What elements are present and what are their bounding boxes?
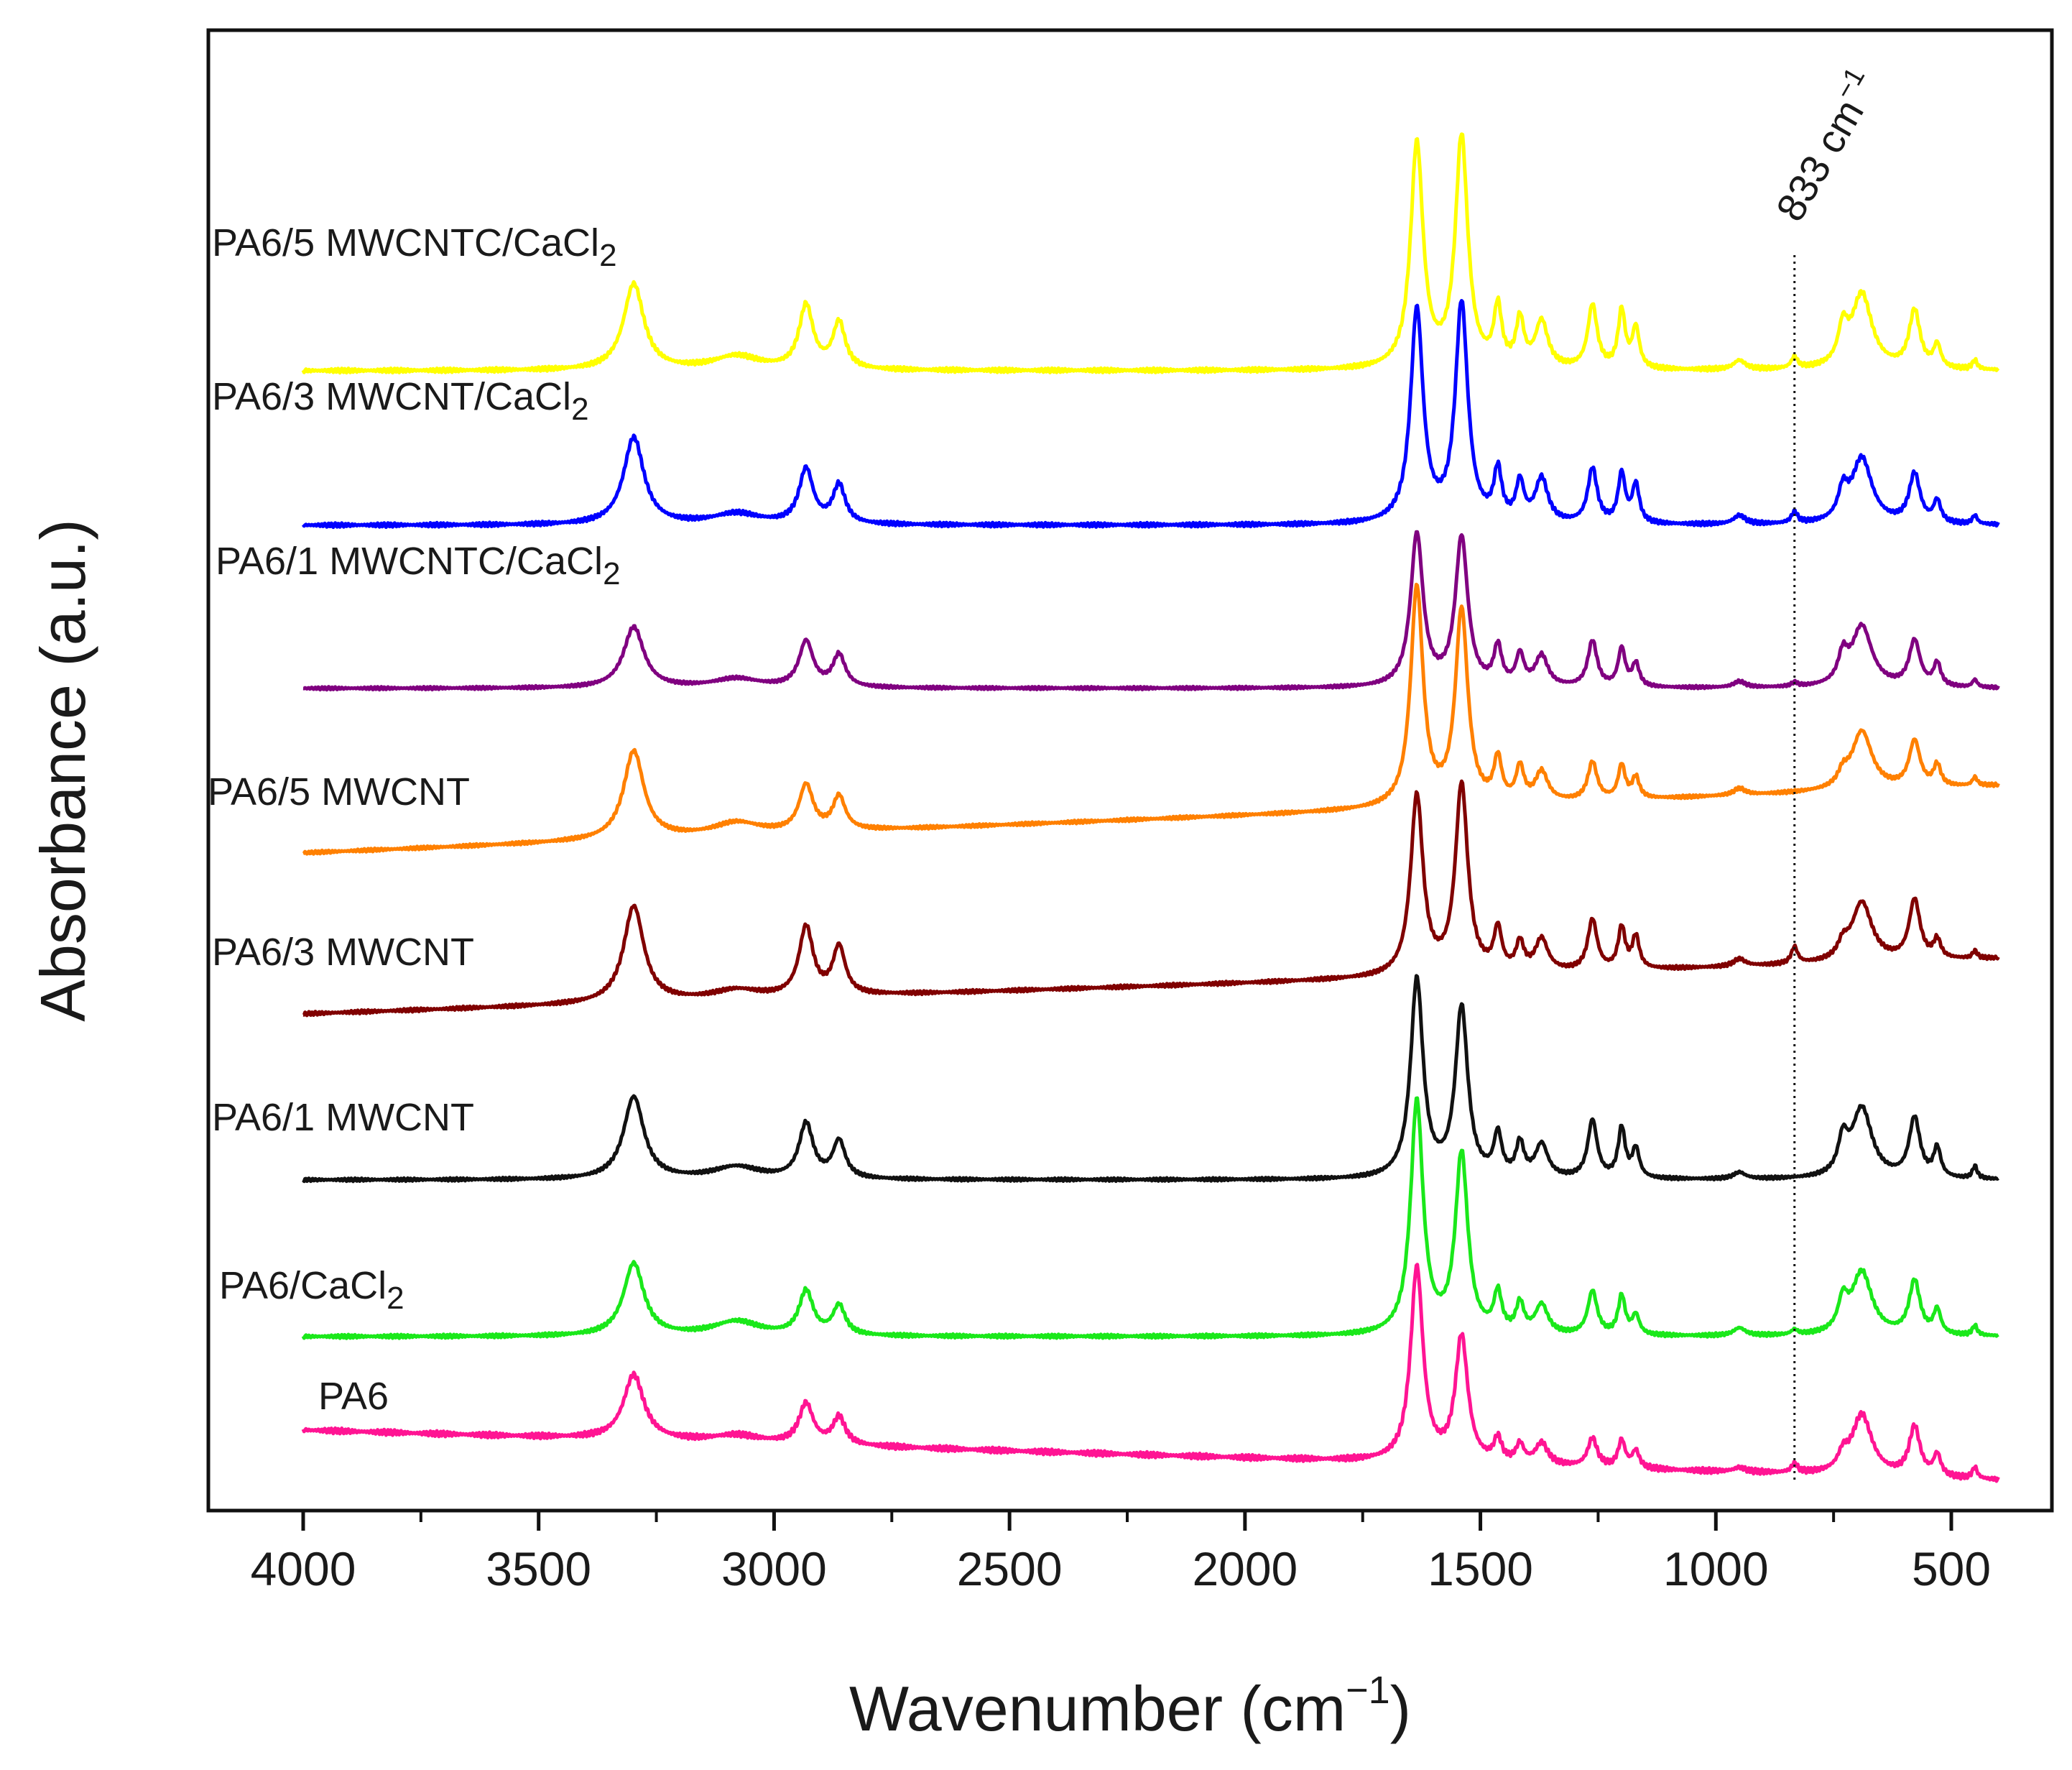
series-line-2	[302, 974, 1999, 1184]
series-label-6: PA6/3 MWCNT/CaCl2	[212, 375, 589, 427]
series-line-1	[301, 1096, 1999, 1340]
x-tick-label-500: 500	[1912, 1542, 1991, 1595]
series-label-3: PA6/3 MWCNT	[212, 931, 474, 974]
series-label-1-subscript: 2	[387, 1281, 404, 1316]
series-label-5-main: PA6/1 MWCNTC/CaCl	[216, 540, 603, 583]
series-line-5	[302, 530, 2000, 692]
series-label-3-main: PA6/3 MWCNT	[212, 931, 474, 974]
annotation-833-label-main: 833 cm	[1767, 91, 1872, 229]
x-tick-label-3000: 3000	[721, 1542, 827, 1595]
series-label-4: PA6/5 MWCNT	[208, 770, 470, 813]
series-label-5-subscript: 2	[603, 556, 620, 591]
y-axis-title: Absorbance (a.u.)	[27, 519, 98, 1022]
x-tick-label-1000: 1000	[1663, 1542, 1769, 1595]
series-line-3	[302, 779, 2000, 1018]
x-axis-title-paren-open: (	[1223, 1673, 1262, 1744]
series-label-2-main: PA6/1 MWCNT	[212, 1096, 474, 1139]
annotation-833-label: 833 cm−1	[1763, 63, 1887, 229]
series-label-1: PA6/CaCl2	[219, 1264, 404, 1316]
series-line-4	[302, 582, 2000, 856]
series-line-7	[301, 132, 2000, 375]
series-label-2: PA6/1 MWCNT	[212, 1096, 474, 1139]
x-tick-label-4000: 4000	[251, 1542, 356, 1595]
series-label-6-main: PA6/3 MWCNT/CaCl	[212, 375, 571, 418]
series-label-7-main: PA6/5 MWCNTC/CaCl	[212, 221, 599, 264]
x-tick-label-2000: 2000	[1192, 1542, 1298, 1595]
plot-frame	[206, 28, 2054, 1513]
series-label-1-main: PA6/CaCl	[219, 1264, 387, 1307]
series-label-7-subscript: 2	[599, 238, 616, 273]
series-label-4-main: PA6/5 MWCNT	[208, 770, 470, 813]
x-axis-title-exponent: −1	[1346, 1669, 1390, 1712]
series-label-6-subscript: 2	[571, 392, 588, 427]
series-label-5: PA6/1 MWCNTC/CaCl2	[216, 540, 621, 591]
x-axis-title-paren-close: )	[1390, 1673, 1411, 1744]
x-tick-label-2500: 2500	[957, 1542, 1063, 1595]
x-axis-ticks: 4000 3500 3000 2500 2000 1500 1000 500	[251, 1511, 1991, 1595]
x-tick-label-1500: 1500	[1428, 1542, 1533, 1595]
annotation-group: 833 cm−1	[1763, 63, 1887, 1482]
x-axis-title-main: Wavenumber	[849, 1673, 1223, 1744]
series-line-0	[301, 1263, 2000, 1483]
series-label-0: PA6	[318, 1375, 389, 1418]
x-axis-title: Wavenumber (cm−1)	[849, 1669, 1411, 1744]
series-label-7: PA6/5 MWCNTC/CaCl2	[212, 221, 617, 273]
series-group	[301, 132, 2000, 1483]
x-axis-title-unit: cm	[1262, 1673, 1346, 1744]
series-line-6	[301, 299, 2000, 530]
series-label-0-main: PA6	[318, 1375, 389, 1418]
x-tick-label-3500: 3500	[486, 1542, 591, 1595]
